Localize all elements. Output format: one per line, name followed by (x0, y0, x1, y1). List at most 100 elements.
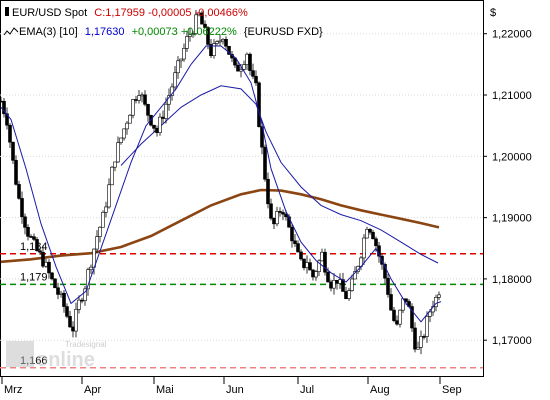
ema-name: EMA(3) [10] (19, 26, 78, 38)
candle (167, 88, 171, 111)
candle (53, 278, 57, 289)
candle-down (344, 291, 348, 299)
x-tick-label: Aug (370, 384, 390, 396)
candle (338, 273, 342, 289)
candle-up (347, 290, 351, 299)
candle-up (428, 311, 432, 317)
long-moving-average-line (0, 188, 440, 264)
candle (299, 249, 303, 261)
candle (26, 224, 30, 241)
candle-up (356, 266, 360, 272)
candle-down (296, 243, 300, 253)
y-tick-label: 1,20000 (492, 151, 532, 163)
candle-down (155, 128, 159, 133)
y-tick-label: 1,21000 (492, 90, 532, 102)
candle-down (206, 27, 210, 45)
candle (62, 289, 66, 313)
candle (23, 213, 27, 235)
candle-up (188, 34, 192, 37)
candle (161, 110, 165, 124)
candle (188, 27, 192, 42)
candle-up (86, 269, 90, 290)
candle-up (362, 237, 366, 259)
candle-down (326, 271, 330, 283)
candle (245, 52, 249, 70)
candle (101, 210, 105, 228)
candle (185, 30, 189, 52)
candle (203, 20, 207, 28)
candle-up (365, 228, 369, 239)
candle-down (236, 64, 240, 72)
candle (395, 315, 399, 326)
candle (5, 107, 9, 130)
candle-up (437, 294, 441, 298)
candle (125, 120, 129, 135)
ema-source: {EURUSD FXD} (244, 26, 323, 38)
candle (266, 172, 270, 209)
candle-down (233, 57, 237, 66)
candle-down (29, 236, 33, 238)
slow-ema-line (120, 85, 439, 264)
candle (155, 125, 159, 137)
ema-line (0, 45, 442, 323)
candle-down (368, 228, 372, 233)
candle (296, 240, 300, 253)
legend-swatch-price (5, 7, 9, 16)
candle-down (26, 227, 30, 237)
candle-down (227, 45, 231, 55)
candle (68, 310, 72, 328)
candle-up (164, 103, 168, 119)
candle (290, 224, 294, 248)
candle-up (104, 206, 108, 213)
candle (44, 258, 48, 268)
candle-down (161, 116, 165, 119)
candle-down (203, 23, 207, 28)
candle (413, 322, 417, 353)
quote-values: C:1,17959 -0,00005 -0,00466% (94, 7, 248, 19)
candle (350, 274, 354, 292)
candle-up (95, 236, 99, 250)
grid (0, 33, 483, 341)
candle (59, 290, 63, 298)
candle-up (194, 14, 198, 34)
candle (95, 230, 99, 254)
candle (104, 201, 108, 218)
candle (257, 81, 261, 128)
candle (41, 245, 45, 268)
candle-up (239, 69, 243, 72)
y-tick-label: 1,22000 (492, 29, 532, 41)
candle-up (173, 72, 177, 88)
candle-down (8, 124, 12, 143)
candle-down (41, 251, 45, 267)
candle (176, 56, 180, 79)
candle-down (257, 82, 261, 127)
candle-down (146, 104, 150, 116)
candle (35, 236, 39, 252)
candle (131, 98, 135, 119)
candle (341, 272, 345, 292)
candle-down (65, 306, 69, 317)
candle-down (71, 326, 75, 332)
candle-down (329, 281, 333, 289)
candle (212, 39, 216, 59)
candle (437, 291, 441, 301)
candle-down (299, 251, 303, 260)
candle-up (191, 33, 195, 35)
candle-down (323, 251, 327, 273)
candle-up (245, 53, 249, 65)
candle-up (128, 114, 132, 124)
candle (347, 287, 351, 301)
candle-up (275, 211, 279, 225)
candle (119, 137, 123, 145)
candle (182, 43, 186, 62)
legend-line-ema: EMA(3) [10] 1,17630 +0,00073 +0,06222% {… (19, 26, 323, 38)
candle (29, 234, 33, 239)
candle (305, 255, 309, 274)
candle (275, 206, 279, 227)
candle (158, 113, 162, 136)
chart-legend: EUR/USD Spot C:1,17959 -0,00005 -0,00466… (3, 7, 323, 38)
watermark-large-text: online (36, 349, 95, 371)
candle-down (272, 218, 276, 225)
candle (83, 285, 87, 306)
candle (143, 90, 147, 107)
